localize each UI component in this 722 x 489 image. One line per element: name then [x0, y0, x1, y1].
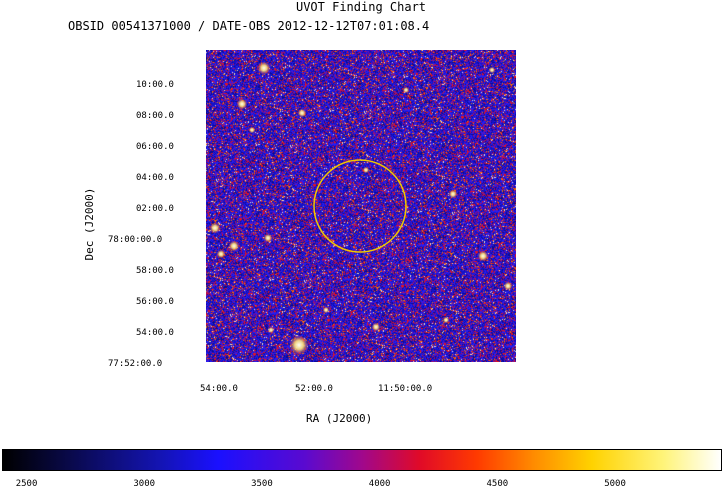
- colorbar-tick-label: 5000: [604, 479, 626, 489]
- chart-subtitle: OBSID 00541371000 / DATE-OBS 2012-12-12T…: [68, 19, 430, 33]
- colorbar-tick-label: 2500: [15, 479, 38, 489]
- y-axis-label: Dec (J2000): [83, 187, 96, 261]
- y-tick-label: 10:00.0: [136, 80, 174, 90]
- colorbar-tick-label: 3000: [133, 479, 156, 489]
- y-tick-label: 06:00.0: [136, 142, 174, 152]
- sky-image[interactable]: [206, 50, 516, 362]
- sky-image-canvas: [206, 50, 516, 362]
- x-tick-label: 11:50:00.0: [378, 384, 433, 394]
- x-axis-label: RA (J2000): [306, 412, 373, 425]
- x-tick-label: 52:00.0: [295, 384, 333, 394]
- y-tick-label: 58:00.0: [136, 266, 174, 276]
- colorbar: [2, 449, 722, 471]
- y-tick-label: 54:00.0: [136, 328, 174, 338]
- chart-title: UVOT Finding Chart: [295, 0, 427, 14]
- colorbar-tick-label: 3500: [251, 479, 273, 489]
- colorbar-tick-label: 4500: [486, 479, 509, 489]
- y-tick-label: 08:00.0: [136, 111, 174, 121]
- y-tick-label: 02:00.0: [136, 204, 174, 214]
- y-tick-label: 77:52:00.0: [108, 359, 163, 369]
- y-tick-label: 78:00:00.0: [108, 235, 163, 245]
- x-tick-label: 54:00.0: [200, 384, 238, 394]
- y-tick-label: 56:00.0: [136, 297, 174, 307]
- colorbar-tick-label: 4000: [368, 479, 391, 489]
- y-tick-label: 04:00.0: [136, 173, 174, 183]
